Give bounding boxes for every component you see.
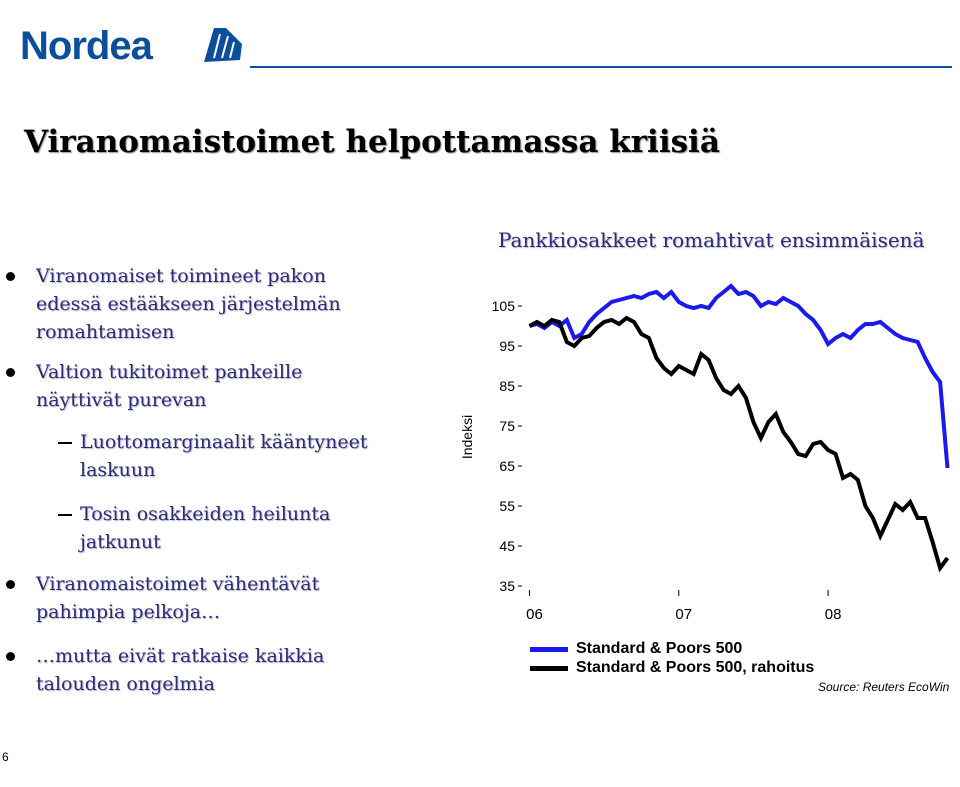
bullet-line: laskuun	[80, 459, 156, 481]
bullet-dot	[6, 652, 15, 661]
y-tick-label: 65	[499, 458, 515, 474]
sub-bullet-dash	[58, 442, 72, 444]
y-tick-label: 105	[492, 298, 516, 314]
y-axis: 105 95 85 75 65 55 45 35	[492, 298, 522, 594]
series-line-1	[528, 283, 950, 469]
legend-label: Standard & Poors 500, rahoitus	[576, 659, 815, 676]
chart-title: Pankkiosakkeet romahtivat ensimmäisenä	[498, 228, 925, 252]
sub-bullet-dash	[58, 514, 72, 516]
bullet-line: Viranomaiset toimineet pakon	[36, 265, 326, 287]
bullet-line: …mutta eivät ratkaise kaikkia	[36, 645, 325, 667]
x-tick-label: 08	[825, 606, 842, 623]
x-axis: 06 07 08	[526, 590, 841, 623]
bullet-item: Valtion tukitoimet pankeille näyttivät p…	[36, 358, 302, 414]
y-tick-label: 95	[499, 338, 515, 354]
legend-label: Standard & Poors 500	[576, 640, 743, 657]
legend-swatch	[530, 647, 568, 652]
bullet-item: Viranomaiset toimineet pakon edessä estä…	[36, 262, 341, 346]
line-chart: Indeksi 105 95 85 75 65 55 45 35 06 07 08	[459, 283, 950, 623]
header-rule	[250, 66, 952, 68]
x-tick-label: 06	[526, 606, 543, 623]
bullet-line: näyttivät purevan	[36, 389, 207, 411]
bullet-line: pahimpia pelkoja…	[36, 601, 221, 623]
sub-bullet-item: Tosin osakkeiden heilunta jatkunut	[80, 500, 330, 556]
bullet-dot	[6, 272, 15, 281]
bullet-line: jatkunut	[80, 531, 161, 553]
slide-title: Viranomaistoimet helpottamassa kriisiä	[24, 124, 720, 160]
y-tick-label: 35	[499, 578, 515, 594]
bullet-item: Viranomaistoimet vähentävät pahimpia pel…	[36, 570, 319, 626]
bullet-line: Viranomaistoimet vähentävät	[36, 573, 320, 595]
y-tick-label: 85	[499, 378, 515, 394]
bullet-dot	[6, 368, 15, 377]
y-tick-label: 55	[499, 498, 515, 514]
bullet-dot	[6, 580, 15, 589]
bullet-line: Valtion tukitoimet pankeille	[36, 361, 303, 383]
x-tick-label: 07	[675, 606, 692, 623]
sub-bullet-item: Luottomarginaalit kääntyneet laskuun	[80, 428, 368, 484]
legend-swatch	[530, 666, 568, 671]
sail-icon	[204, 28, 242, 62]
y-tick-label: 75	[499, 418, 515, 434]
bullet-line: edessä estääkseen järjestelmän	[36, 293, 341, 315]
page-number: 6	[2, 750, 9, 764]
chart-source: Source: Reuters EcoWin	[818, 680, 950, 694]
bullet-line: romahtamisen	[36, 321, 175, 343]
logo-wordmark: Nordea	[20, 24, 153, 68]
bullet-line: talouden ongelmia	[36, 673, 215, 695]
series-group	[528, 283, 950, 573]
y-axis-label: Indeksi	[459, 415, 475, 459]
y-tick-label: 45	[499, 538, 515, 554]
nordea-logo: Nordea	[20, 22, 242, 72]
bullet-line: Tosin osakkeiden heilunta	[80, 503, 331, 525]
bullet-item: …mutta eivät ratkaise kaikkia talouden o…	[36, 642, 324, 698]
bullet-line: Luottomarginaalit kääntyneet	[80, 431, 368, 453]
series-line-2	[528, 315, 950, 573]
